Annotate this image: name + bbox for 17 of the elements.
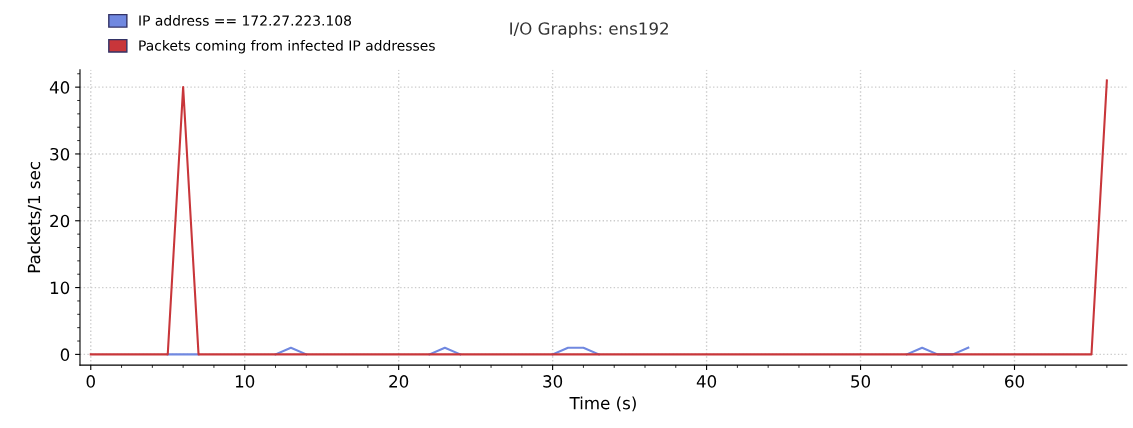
x-tick-label: 50 <box>851 375 871 388</box>
y-axis-title: Packets/1 sec <box>27 162 42 273</box>
legend-label: IP address == 172.27.223.108 <box>139 15 352 26</box>
x-tick-label: 20 <box>389 375 409 388</box>
y-tick-label: 0 <box>60 348 70 361</box>
x-tick-label: 10 <box>235 375 255 388</box>
chart-title: I/O Graphs: ens192 <box>510 21 668 39</box>
x-tick-label: 0 <box>86 375 95 388</box>
y-tick-label: 30 <box>50 147 70 161</box>
x-axis-title: Time (s) <box>569 396 636 412</box>
x-tick-label: 30 <box>543 375 563 388</box>
y-tick-label: 20 <box>50 214 70 228</box>
x-tick-label: 60 <box>1005 375 1024 388</box>
legend-label: Packets coming from infected IP addresses <box>139 40 435 54</box>
y-tick-label: 40 <box>49 81 70 94</box>
y-tick-label: 10 <box>50 281 70 295</box>
x-tick-label: 40 <box>696 375 717 388</box>
